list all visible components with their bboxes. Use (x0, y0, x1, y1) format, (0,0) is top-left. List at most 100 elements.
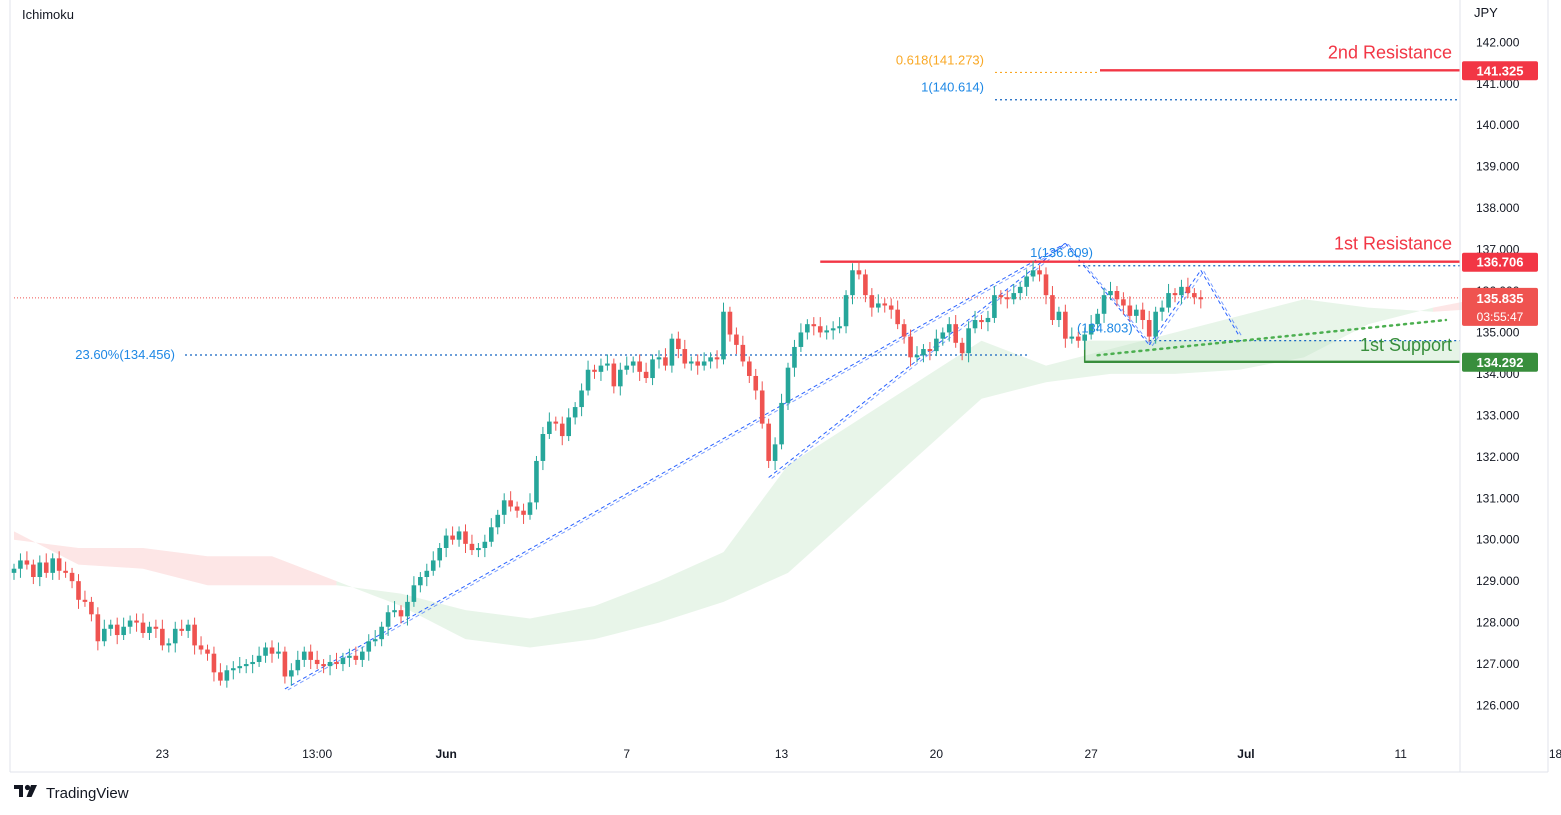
candle-body[interactable] (456, 531, 462, 540)
candle-body[interactable] (946, 324, 952, 333)
candle[interactable] (50, 553, 55, 580)
candle-body[interactable] (624, 365, 630, 370)
candle[interactable] (559, 416, 565, 446)
candle-body[interactable] (114, 624, 120, 636)
candle-body[interactable] (540, 434, 546, 461)
candle-body[interactable] (547, 421, 552, 435)
candle[interactable] (256, 646, 262, 667)
candle-body[interactable] (798, 332, 804, 347)
candle-body[interactable] (856, 270, 862, 275)
candle-body[interactable] (282, 651, 288, 677)
candle-body[interactable] (824, 330, 829, 333)
candle[interactable] (605, 354, 610, 371)
candle[interactable] (1134, 304, 1139, 323)
candle[interactable] (772, 437, 778, 471)
candle-body[interactable] (669, 338, 675, 366)
candle-body[interactable] (908, 336, 913, 358)
candle[interactable] (334, 652, 339, 670)
candle[interactable] (276, 642, 281, 659)
candle-body[interactable] (682, 349, 688, 364)
candle-body[interactable] (430, 560, 436, 571)
candle-body[interactable] (1134, 309, 1139, 316)
candle[interactable] (998, 290, 1004, 305)
candle[interactable] (908, 329, 913, 367)
candle[interactable] (837, 317, 842, 334)
candle-body[interactable] (463, 531, 468, 544)
candle[interactable] (688, 356, 694, 371)
candle[interactable] (650, 354, 655, 386)
candle-body[interactable] (1146, 320, 1152, 337)
candle[interactable] (1185, 277, 1191, 299)
candle[interactable] (630, 356, 636, 373)
candle[interactable] (205, 644, 210, 661)
candle[interactable] (63, 561, 68, 578)
candle[interactable] (1114, 286, 1120, 307)
candle-body[interactable] (263, 647, 268, 656)
candle-body[interactable] (618, 369, 623, 387)
candle[interactable] (618, 362, 623, 396)
candle-body[interactable] (289, 670, 294, 677)
candle-body[interactable] (276, 651, 281, 654)
candle-body[interactable] (837, 326, 842, 329)
candle-body[interactable] (811, 324, 817, 327)
candle[interactable] (153, 619, 159, 638)
candle-body[interactable] (553, 421, 559, 424)
candle-body[interactable] (630, 361, 636, 366)
candle[interactable] (1037, 265, 1042, 282)
candle-body[interactable] (347, 655, 352, 658)
candle-body[interactable] (160, 628, 165, 646)
candle[interactable] (443, 528, 449, 558)
candle[interactable] (669, 333, 675, 373)
candle-body[interactable] (102, 628, 107, 642)
candle[interactable] (1050, 286, 1055, 325)
candle-body[interactable] (688, 361, 694, 364)
candle-body[interactable] (979, 320, 984, 323)
candle[interactable] (830, 321, 836, 340)
candle[interactable] (340, 652, 346, 672)
candle[interactable] (727, 306, 733, 342)
candle-body[interactable] (256, 655, 262, 662)
candle-body[interactable] (1198, 297, 1204, 300)
candle[interactable] (308, 644, 313, 670)
candle-body[interactable] (779, 402, 784, 445)
candle[interactable] (1030, 261, 1036, 282)
candle[interactable] (643, 362, 649, 384)
candle[interactable] (347, 648, 352, 667)
candle[interactable] (921, 344, 926, 363)
candle-body[interactable] (527, 502, 533, 515)
candle[interactable] (508, 491, 513, 512)
candle[interactable] (127, 615, 133, 634)
candle-body[interactable] (721, 311, 726, 360)
candle[interactable] (850, 263, 855, 305)
candle[interactable] (579, 383, 584, 417)
candle[interactable] (476, 543, 481, 558)
candle[interactable] (863, 269, 868, 303)
candle-body[interactable] (1108, 291, 1113, 296)
candle[interactable] (817, 317, 823, 338)
candle-body[interactable] (1127, 305, 1133, 316)
candle-body[interactable] (876, 303, 881, 308)
candle[interactable] (463, 524, 468, 553)
candle[interactable] (843, 290, 849, 334)
candle-body[interactable] (172, 628, 178, 644)
candle-body[interactable] (863, 274, 868, 296)
candle-body[interactable] (572, 407, 578, 418)
candle-body[interactable] (140, 622, 146, 633)
candle[interactable] (953, 315, 958, 348)
candle-body[interactable] (759, 390, 765, 424)
candle-body[interactable] (785, 367, 791, 403)
candle-body[interactable] (1043, 274, 1049, 296)
candle[interactable] (656, 350, 662, 369)
candle-body[interactable] (1153, 311, 1158, 337)
candle[interactable] (114, 617, 120, 645)
candle-body[interactable] (179, 628, 184, 631)
candle[interactable] (934, 329, 939, 357)
candle-body[interactable] (953, 324, 958, 343)
candle-body[interactable] (37, 562, 43, 578)
candle-body[interactable] (392, 610, 397, 613)
candle[interactable] (43, 553, 49, 578)
candle[interactable] (566, 408, 571, 442)
candle-body[interactable] (134, 620, 139, 623)
candle-body[interactable] (959, 342, 965, 354)
